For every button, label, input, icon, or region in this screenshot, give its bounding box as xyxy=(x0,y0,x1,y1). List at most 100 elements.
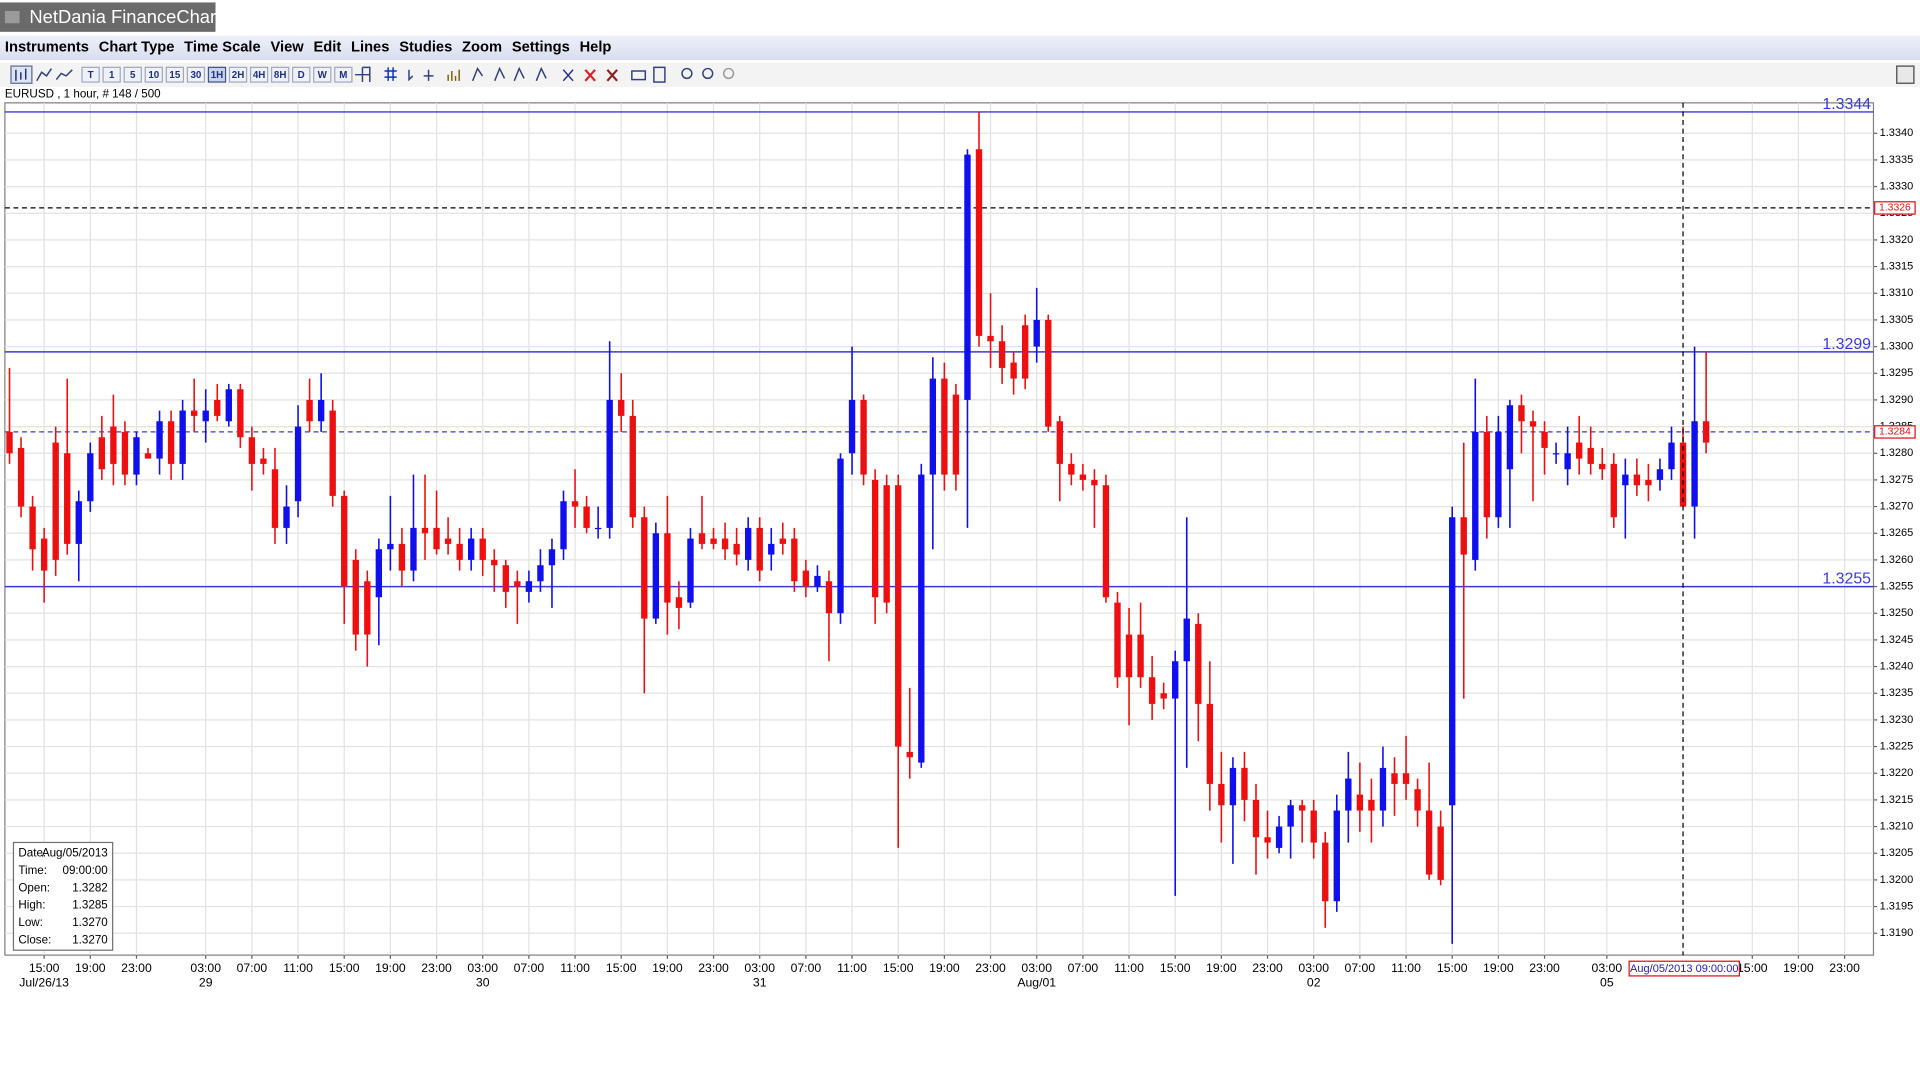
timescale-button[interactable] xyxy=(81,66,100,83)
candle-body xyxy=(744,527,752,560)
menu-item[interactable]: Settings xyxy=(512,40,570,56)
timescale-button[interactable] xyxy=(102,66,121,83)
toolbar-icons xyxy=(10,65,1915,84)
timescale-label[interactable]: 2H xyxy=(232,70,245,81)
candle-body xyxy=(1356,794,1364,811)
candle-body xyxy=(918,474,925,763)
icon-preview[interactable] xyxy=(653,66,666,83)
x-tick-label: 15:00 xyxy=(329,961,360,975)
x-tick-label: 07:00 xyxy=(791,961,822,975)
candle-body xyxy=(1010,362,1017,379)
icon-cursor[interactable] xyxy=(408,69,434,82)
y-tick-label: 1.3195 xyxy=(1880,900,1914,912)
timescale-label[interactable]: M xyxy=(339,70,347,81)
candle-body xyxy=(202,410,209,422)
candle-body xyxy=(629,415,636,518)
candle-body xyxy=(40,538,48,571)
timescale-label[interactable]: 1 xyxy=(109,70,115,81)
icon-lines[interactable] xyxy=(471,66,547,82)
menu-item[interactable]: Zoom xyxy=(462,40,502,56)
x-tick-label: 23:00 xyxy=(975,961,1006,975)
candle-body xyxy=(1495,431,1502,518)
icon-delete-all[interactable] xyxy=(606,69,618,82)
chart-title: EURUSD , 1 hour, # 148 / 500 xyxy=(5,87,161,100)
candle-body xyxy=(144,453,152,459)
timescale-button[interactable] xyxy=(207,66,227,83)
x-date-label: 05 xyxy=(1600,975,1614,989)
timescale-button[interactable] xyxy=(292,66,311,83)
candle-body xyxy=(75,501,82,544)
timescale-label[interactable]: 4H xyxy=(253,70,266,81)
candle-body xyxy=(1449,517,1456,806)
menu-item[interactable]: Help xyxy=(580,40,612,56)
candle-body xyxy=(779,538,786,544)
menu-group: Instruments Chart Type Time Scale View Edit L… xyxy=(5,40,612,56)
x-tick-label: 23:00 xyxy=(1252,961,1283,975)
candle-body xyxy=(110,426,117,464)
timescale-label[interactable]: 8H xyxy=(274,70,287,81)
candle-body xyxy=(594,527,602,530)
icon-zoom-reset[interactable] xyxy=(722,67,735,80)
icon-line[interactable] xyxy=(55,69,73,81)
timescale-button[interactable] xyxy=(313,66,332,83)
icon-zoom-in[interactable] xyxy=(681,67,693,80)
candle-body xyxy=(756,527,763,571)
timescale-label[interactable]: 15 xyxy=(169,70,180,81)
info-value: 1.3270 xyxy=(72,916,108,929)
candle-body xyxy=(710,538,717,544)
timescale-button[interactable] xyxy=(228,66,248,83)
y-tick-label: 1.3305 xyxy=(1880,314,1914,326)
timescale-button[interactable] xyxy=(165,66,185,83)
candle-body xyxy=(871,479,879,598)
icon-delete[interactable] xyxy=(584,69,596,82)
icon-print[interactable] xyxy=(631,70,647,81)
info-value: 1.3282 xyxy=(72,881,108,894)
candle-body xyxy=(1252,799,1260,838)
icon-panel[interactable] xyxy=(1896,65,1915,84)
candle-body xyxy=(560,501,567,550)
icon-grid[interactable] xyxy=(384,67,397,81)
candle-body xyxy=(1402,773,1410,784)
candle-body xyxy=(237,389,244,438)
x-date-label: Jul/26/13 xyxy=(19,975,69,989)
menu-item[interactable]: Edit xyxy=(313,40,341,56)
timescale-label[interactable]: 1H xyxy=(211,70,224,81)
candle-body xyxy=(1437,826,1444,880)
plot-area xyxy=(4,102,1875,956)
timescale-button[interactable] xyxy=(186,66,206,83)
timescale-label[interactable]: D xyxy=(298,70,305,81)
menu-item[interactable]: Lines xyxy=(351,40,389,56)
timescale-button[interactable] xyxy=(123,66,142,83)
menu-item[interactable]: Instruments xyxy=(5,40,89,56)
timescale-button[interactable] xyxy=(270,66,290,83)
x-tick-label: 23:00 xyxy=(1529,961,1560,975)
menu-item[interactable]: Studies xyxy=(399,40,452,56)
timescale-label[interactable]: W xyxy=(318,70,328,81)
candle-body xyxy=(537,565,544,582)
timescale-label[interactable]: 30 xyxy=(190,70,201,81)
menu-item[interactable]: View xyxy=(270,40,304,56)
icon-bars[interactable] xyxy=(36,68,53,82)
candle-body xyxy=(641,517,648,619)
candle-body xyxy=(941,378,948,475)
icon-zoom-out[interactable] xyxy=(702,67,714,80)
candle-body xyxy=(1275,826,1283,848)
icon-crosshair[interactable] xyxy=(355,66,371,83)
timescale-label[interactable]: 10 xyxy=(148,70,159,81)
timescale-button[interactable] xyxy=(249,66,269,83)
candle-body xyxy=(1702,421,1710,443)
info-label: Close: xyxy=(18,933,51,946)
icon-volume[interactable] xyxy=(447,69,460,81)
icon-delete-line[interactable] xyxy=(562,69,574,82)
candle-body xyxy=(583,506,590,528)
candle-body xyxy=(1264,837,1271,843)
timescale-button[interactable] xyxy=(144,66,163,83)
y-tick-label: 1.3300 xyxy=(1880,340,1914,352)
menu-item[interactable]: Time Scale xyxy=(184,40,260,56)
menu-item[interactable]: Chart Type xyxy=(99,40,175,56)
timescale-label[interactable]: 5 xyxy=(130,70,136,81)
timescale-button[interactable] xyxy=(334,66,353,83)
candle-body xyxy=(283,506,290,528)
timescale-label[interactable]: T xyxy=(88,70,94,81)
